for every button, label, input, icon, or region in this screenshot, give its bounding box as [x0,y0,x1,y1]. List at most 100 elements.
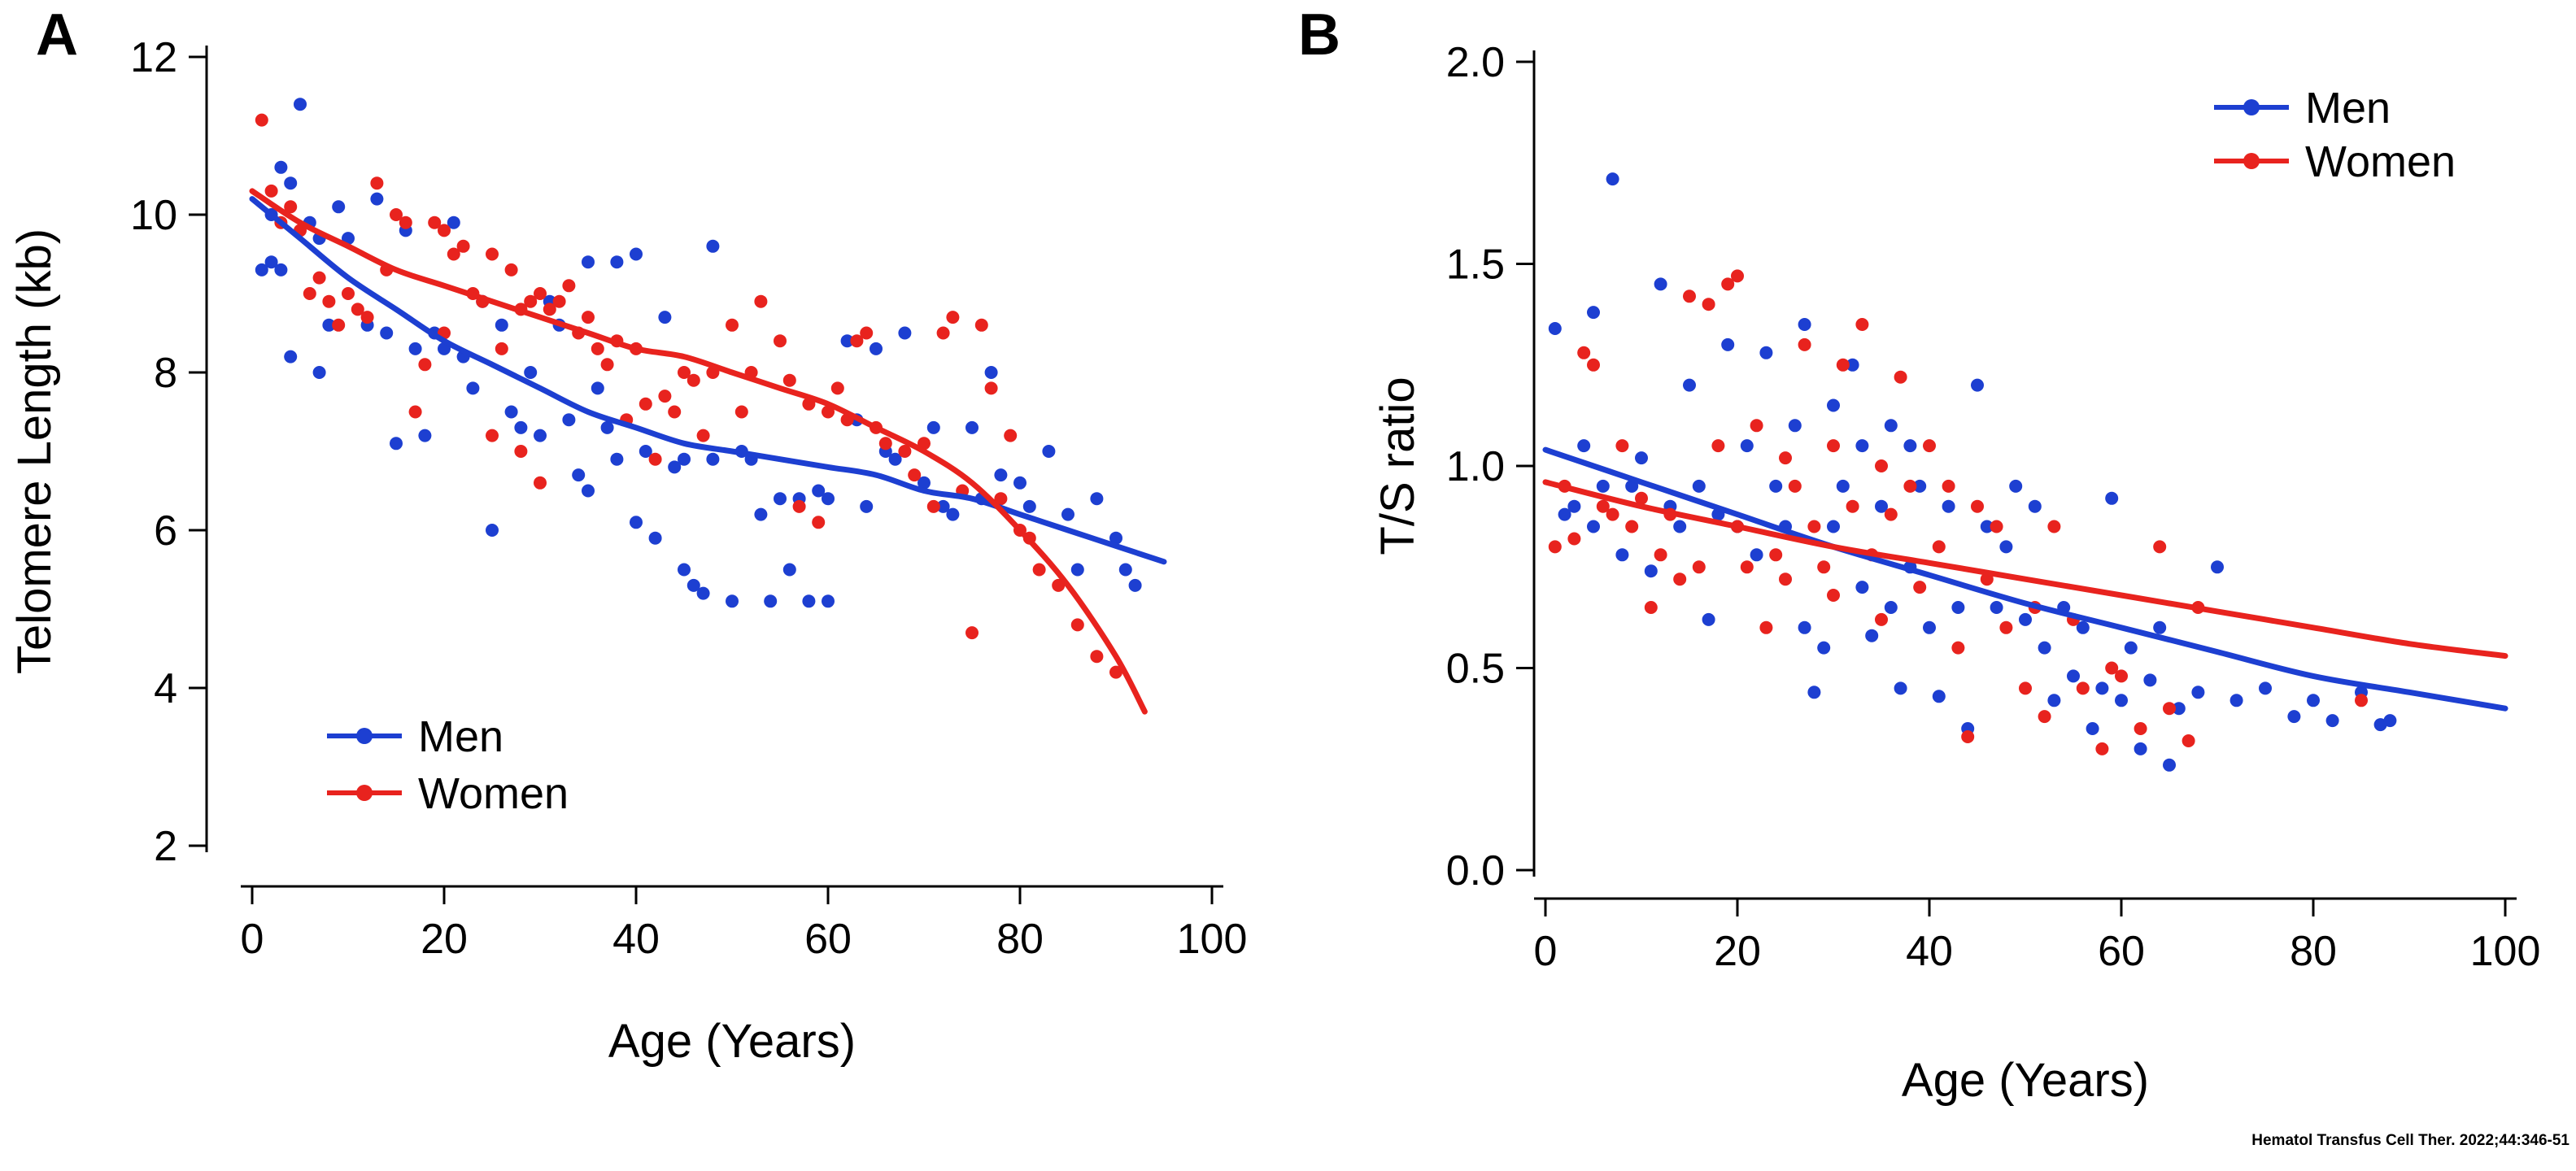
scatter-point-men [591,381,604,395]
scatter-point-women [812,516,826,529]
scatter-point-men [322,318,336,332]
scatter-point-men [600,420,614,434]
scatter-point-men [582,484,595,498]
scatter-point-men [1798,318,1811,331]
scatter-point-women [312,271,326,285]
scatter-point-women [792,499,806,513]
y-tick-label: 1.5 [1446,242,1505,289]
scatter-point-men [1980,520,1994,533]
scatter-point-women [524,294,538,308]
scatter-point-men [1990,601,2003,614]
scatter-point-men [2009,479,2023,493]
scatter-point-men [706,239,720,253]
scatter-point-women [974,318,988,332]
x-tick-label: 20 [1714,928,1761,975]
scatter-point-men [284,176,298,190]
scatter-point-men [764,594,778,608]
scatter-point-men [486,524,499,537]
scatter-point-men [312,366,326,379]
scatter-point-women [1711,439,1725,453]
scatter-point-men [1109,531,1122,545]
scatter-point-women [965,626,979,640]
scatter-point-men [860,499,874,513]
scatter-point-women [1769,548,1783,562]
scatter-point-men [514,420,528,434]
x-tick-label: 60 [2098,928,2145,975]
scatter-point-men [965,420,979,434]
scatter-point-men [1587,520,1600,533]
scatter-point-men [1884,601,1898,614]
scatter-point-men [1759,346,1773,359]
scatter-point-women [456,239,470,253]
scatter-point-women [534,476,547,490]
scatter-point-men [466,381,480,395]
scatter-point-men [418,429,432,442]
scatter-point-women [1923,439,1936,453]
scatter-point-women [1596,499,1610,513]
y-tick-label: 1.0 [1446,443,1505,490]
scatter-point-men [2287,710,2301,724]
scatter-point-women [1875,612,1888,626]
scatter-point-women [1587,358,1600,372]
scatter-point-women [1913,581,1927,594]
scatter-point-men [926,420,940,434]
scatter-point-women [754,294,768,308]
scatter-point-men [1692,479,1706,493]
scatter-point-men [2076,620,2090,634]
scatter-point-women [591,342,604,355]
scatter-point-men [1587,306,1600,320]
scatter-point-men [774,492,787,506]
legend-label-women: Women [418,769,569,818]
scatter-point-men [1740,439,1754,453]
scatter-point-women [1750,419,1763,433]
y-tick-label: 2 [154,823,177,870]
scatter-point-men [1635,451,1648,465]
scatter-point-men [2163,758,2176,772]
scatter-point-women [1625,520,1639,533]
scatter-point-men [572,468,586,482]
scatter-point-women [1759,620,1773,634]
scatter-point-women [984,381,998,395]
scatter-point-women [1683,289,1696,303]
scatter-point-men [936,499,950,513]
scatter-point-women [2019,681,2032,695]
scatter-point-men [294,98,307,111]
scatter-point-men [822,492,835,506]
scatter-point-men [1022,499,1036,513]
scatter-point-women [1577,346,1591,359]
scatter-point-men [1875,499,1888,513]
y-axis-title: T/S ratio [1371,377,1424,555]
legend-label-men: Men [418,712,503,761]
scatter-point-men [495,318,508,332]
scatter-point-men [2105,491,2119,505]
scatter-point-women [1807,520,1821,533]
scatter-point-women [1971,499,1984,513]
scatter-point-women [850,334,864,348]
scatter-point-women [1548,540,1562,554]
scatter-point-men [1702,612,1715,626]
scatter-point-women [514,445,528,458]
scatter-point-men [264,255,278,269]
scatter-point-women [658,390,672,403]
scatter-point-men [2259,681,2272,695]
x-tick-label: 60 [804,916,852,963]
scatter-point-men [1903,439,1917,453]
scatter-point-women [1846,499,1859,513]
panel-b-chart: 0 20 40 60 80 100 0.0 0.5 1.0 1.5 2.0 Age (Years) T/… [1371,39,2540,1107]
scatter-point-men [1721,337,1735,351]
legend-marker-women [2243,153,2260,169]
scatter-point-men [1013,476,1026,490]
scatter-point-women [360,311,374,324]
scatter-point-men [658,311,672,324]
panel-b: B 0 20 40 60 80 100 0.0 0.5 1.0 1.5 2.0 Age (Years)… [1285,0,2576,1171]
scatter-point-women [486,429,499,442]
scatter-point-women [399,215,412,229]
scatter-point-men [1577,439,1591,453]
scatter-point-women [2153,540,2167,554]
scatter-point-men [2229,694,2243,707]
scatter-point-women [946,311,960,324]
scatter-point-men [390,437,403,451]
scatter-point-women [264,184,278,198]
scatter-point-women [2355,694,2368,707]
scatter-point-men [639,445,652,458]
